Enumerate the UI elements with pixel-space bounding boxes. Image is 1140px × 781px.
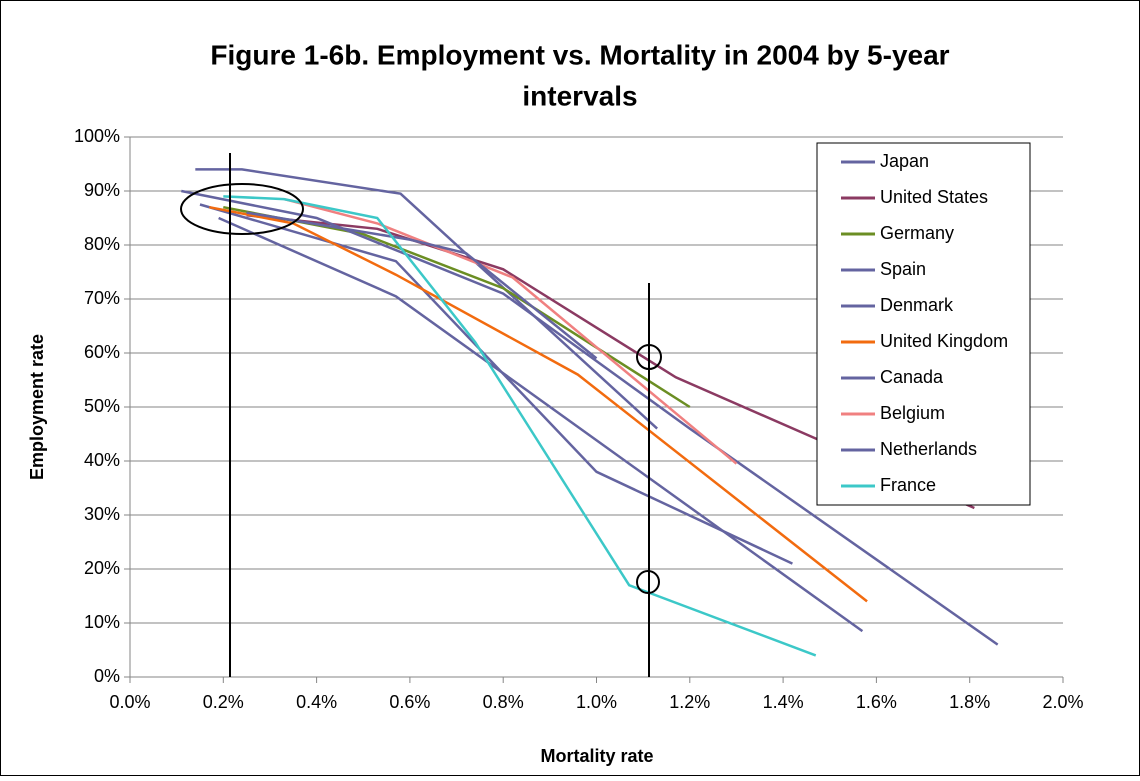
x-axis-title: Mortality rate: [540, 746, 653, 766]
series-line: [218, 216, 864, 633]
chart-title: Figure 1-6b. Employment vs. Mortality in…: [210, 39, 949, 70]
annotations: [180, 153, 662, 677]
series-line: [246, 211, 598, 360]
legend-label: Denmark: [880, 295, 954, 315]
legend-label: Spain: [880, 259, 926, 279]
series-line: [209, 205, 868, 603]
legend: [816, 142, 1031, 506]
x-tick-label: 0.2%: [203, 692, 244, 712]
x-tick-label: 0.4%: [296, 692, 337, 712]
y-tick-label: 60%: [84, 342, 120, 362]
legend-label: Japan: [880, 151, 929, 171]
x-tick-label: 1.8%: [949, 692, 990, 712]
annotation-circle: [636, 570, 660, 594]
series-line: [199, 203, 793, 565]
x-tick-label: 1.2%: [669, 692, 710, 712]
x-tick-label: 1.4%: [763, 692, 804, 712]
y-tick-label: 80%: [84, 234, 120, 254]
x-tick-label: 0.6%: [389, 692, 430, 712]
y-tick-label: 40%: [84, 450, 120, 470]
x-tick-label: 1.0%: [576, 692, 617, 712]
legend-label: Belgium: [880, 403, 945, 423]
series-line: [181, 189, 999, 646]
y-tick-label: 100%: [74, 126, 120, 146]
legend-label: Germany: [880, 223, 954, 243]
y-tick-label: 70%: [84, 288, 120, 308]
series-line: [223, 195, 817, 657]
x-tick-label: 2.0%: [1042, 692, 1083, 712]
x-tick-label: 1.6%: [856, 692, 897, 712]
legend-label: United Kingdom: [880, 331, 1008, 351]
chart-title: intervals: [522, 80, 637, 111]
legend-label: France: [880, 475, 936, 495]
y-axis-title: Employment rate: [27, 334, 47, 480]
series-line: [283, 197, 738, 465]
x-tick-label: 0.8%: [483, 692, 524, 712]
legend-label: United States: [880, 187, 988, 207]
legend-label: Netherlands: [880, 439, 977, 459]
x-tick-label: 0.0%: [109, 692, 150, 712]
y-tick-label: 0%: [94, 666, 120, 686]
y-tick-label: 30%: [84, 504, 120, 524]
annotation-circle: [636, 344, 662, 370]
annotation-ellipse: [180, 183, 304, 235]
y-tick-label: 20%: [84, 558, 120, 578]
y-tick-label: 50%: [84, 396, 120, 416]
y-tick-label: 10%: [84, 612, 120, 632]
legend-label: Canada: [880, 367, 944, 387]
y-tick-label: 90%: [84, 180, 120, 200]
